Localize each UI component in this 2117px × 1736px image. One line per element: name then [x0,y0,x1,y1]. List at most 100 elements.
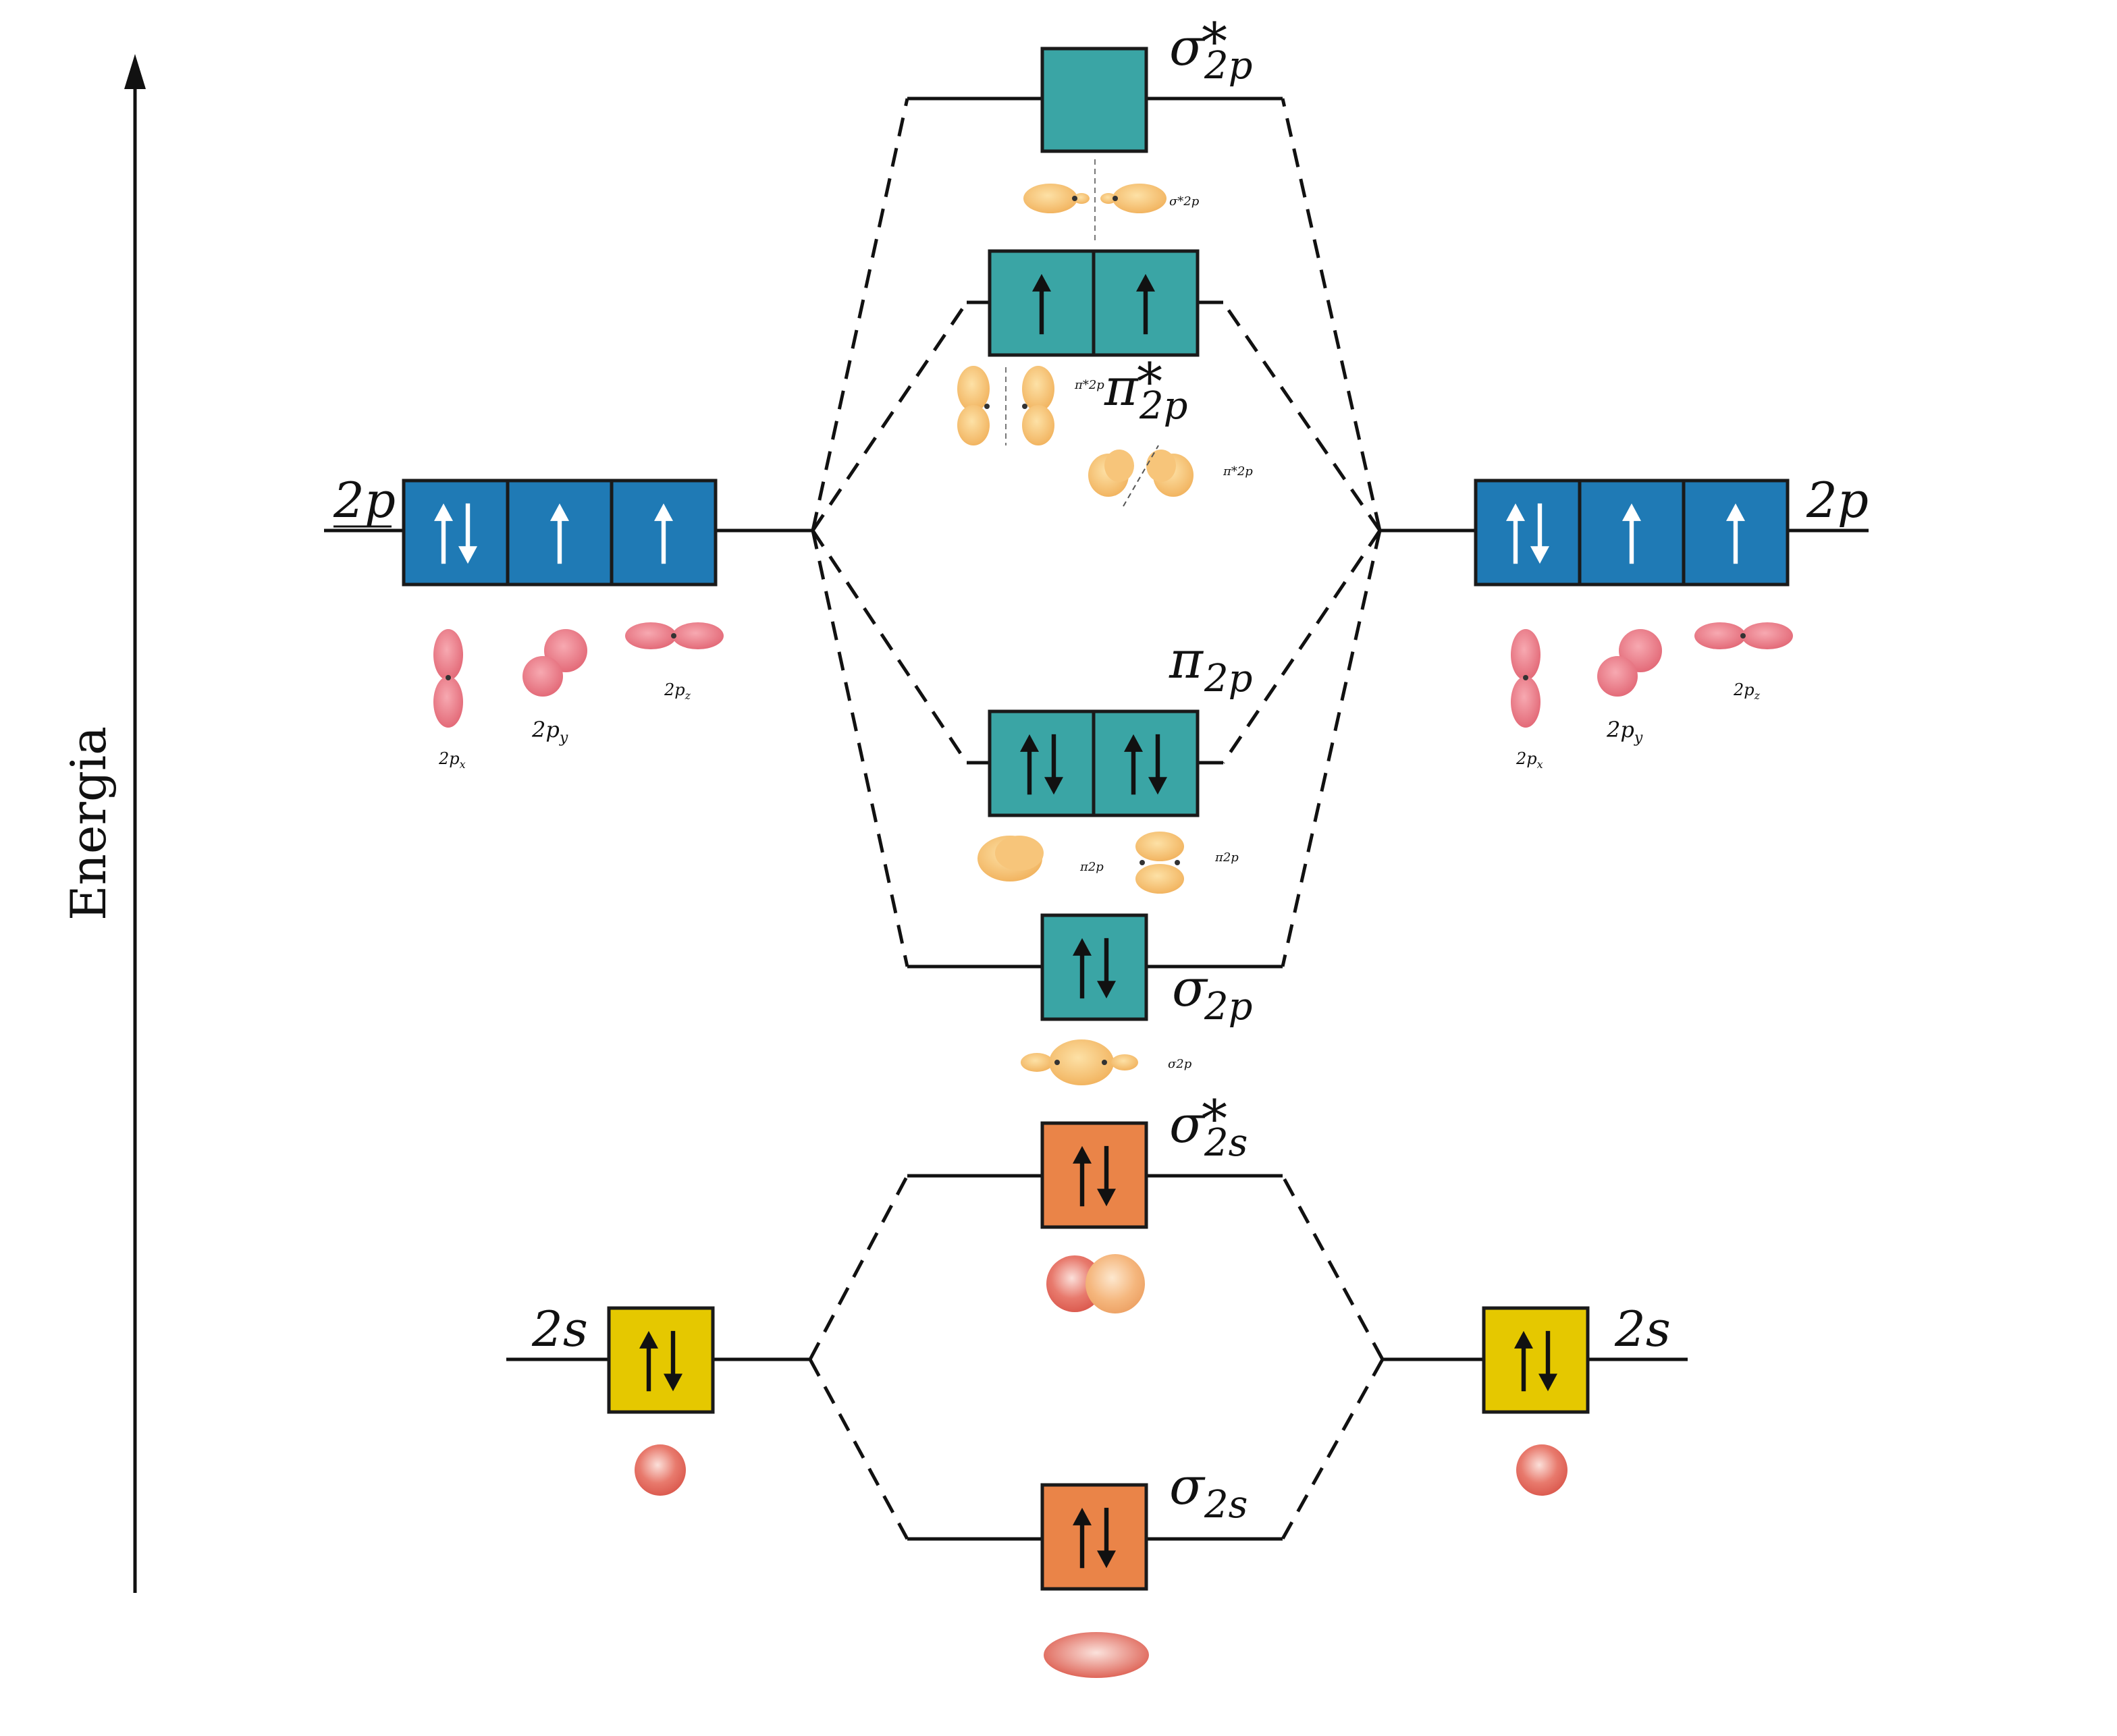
dash-right-2s-sigma-star [1281,1174,1385,1361]
label-pi2p-star: π 2p * [1104,352,1187,428]
pi2p-star-boxes-up-arrow-icon-0-head [1032,273,1051,292]
left-2s-box-down-arrow-icon-0-head [664,1374,682,1392]
sigma2s-box-box-0 [1040,1483,1148,1591]
svg-text:π: π [1104,357,1140,417]
pi2p-star-boxes-box-1 [1092,249,1200,357]
svg-text:2p: 2p [1204,657,1252,701]
left-2s-box-up-arrow-icon-0-head [639,1330,658,1349]
pi2p-boxes-down-arrow-icon-1-head [1148,777,1167,795]
label-pi2p: π 2p [1169,630,1252,701]
sigma2p-star-box-box-0 [1040,47,1148,153]
pi2p-boxes-down-arrow-icon-0-head [1044,777,1063,795]
energy-axis-arrow-icon [124,54,146,89]
sigma2s-star-shape-icon [1046,1254,1145,1313]
right-2p-boxes-up-arrow-icon-2-head [1726,503,1745,521]
label-sigma2s: σ 2s [1169,1456,1248,1527]
orbital-boxes [402,47,1790,1591]
left-2pz-label: 2pz [664,680,691,702]
right-2p-boxes-box-0 [1474,479,1582,587]
sigma2p-box-down-arrow-icon-0-head [1097,981,1116,999]
pi2p-star-shape-b-icon [1088,445,1194,507]
dash-right-2p-pi [1221,529,1382,764]
right-2p-boxes [1474,479,1790,587]
left-p-orbitals: 2px 2py 2pz [433,622,724,771]
pi2p-shape-a-icon [977,836,1044,881]
right-2p-label: 2p [1806,472,1869,528]
pi2p-boxes-up-arrow-icon-0-head [1020,734,1039,752]
pi2p-boxes [988,709,1200,817]
correlation-lines [808,98,1385,1540]
left-2px-label: 2px [438,749,466,771]
right-2px-label: 2px [1516,749,1543,771]
energy-axis-label: Energia [60,726,117,921]
pi2p-boxes-up-arrow-icon-1-head [1124,734,1143,752]
dash-left-2p-pi-star [811,301,969,532]
left-2p-boxes-down-arrow-icon-0-head [458,546,477,564]
left-2p-label: 2p [333,472,396,528]
pi2p-small-label-b: π2p [1214,850,1239,865]
sigma2p-box-up-arrow-icon-0-head [1073,938,1092,956]
left-2s-box-box-0 [607,1306,715,1414]
left-2s-box [607,1306,715,1414]
left-2s-sphere-icon [635,1444,686,1496]
dash-left-2s-sigma-star [808,1174,909,1361]
svg-text:*: * [1202,11,1227,72]
right-p-orbitals: 2px 2py 2pz [1511,622,1793,771]
right-2pz-label: 2pz [1733,680,1761,702]
sigma2s-star-box [1040,1121,1148,1229]
dash-left-2s-sigma [808,1358,909,1540]
right-2s-box [1482,1306,1590,1414]
svg-text:2p: 2p [1139,384,1187,428]
left-2s-label: 2s [531,1301,588,1357]
left-2py-orbital-icon [522,629,587,697]
sigma2s-box-down-arrow-icon-0-head [1097,1550,1116,1569]
label-sigma2s-star: σ 2s * [1169,1089,1248,1165]
svg-text:σ: σ [1172,958,1208,1018]
sigma2p-star-shape-icon [1023,159,1167,240]
left-2p-boxes-up-arrow-icon-1-head [550,503,569,521]
sigma2s-star-box-up-arrow-icon-0-head [1073,1145,1092,1164]
sigma2p-shape-icon [1021,1039,1138,1085]
sigma2s-star-box-box-0 [1040,1121,1148,1229]
right-2p-boxes-down-arrow-icon-0-head [1530,546,1549,564]
svg-text:σ: σ [1169,1094,1206,1154]
right-2pz-orbital-icon [1694,622,1793,649]
pi2p-star-small-label-b: π*2p [1223,464,1253,479]
svg-text:2s: 2s [1204,1121,1248,1165]
right-2px-orbital-icon [1511,629,1540,728]
dash-left-2p-pi [811,529,969,764]
sigma2p-box [1040,913,1148,1021]
pi2p-boxes-box-1 [1092,709,1200,817]
sigma2s-star-box-down-arrow-icon-0-head [1097,1189,1116,1207]
dash-right-2p-sigma-star [1281,98,1382,531]
right-2s-sphere-icon [1516,1444,1567,1496]
level-labels: 2p 2p 2s 2s σ 2p * π 2p * π 2p σ 2p σ 2s [333,11,1869,1527]
pi2p-star-shape-a-icon [957,366,1054,445]
left-2pz-orbital-icon [625,622,724,649]
label-sigma2p: σ 2p [1172,958,1252,1029]
sigma2p-box-box-0 [1040,913,1148,1021]
pi2p-star-small-label-a: π*2p [1074,378,1104,392]
pi2p-star-boxes-up-arrow-icon-1-head [1136,273,1155,292]
pi2p-shape-b-icon [1135,832,1184,894]
sigma2s-box [1040,1483,1148,1591]
energy-axis: Energia [60,54,146,1593]
sigma2p-small-label: σ2p [1168,1057,1192,1071]
right-2s-label: 2s [1614,1301,1671,1357]
sigma2s-shape-icon [1044,1632,1149,1678]
left-2p-boxes-box-0 [402,479,510,587]
svg-text:*: * [1202,1089,1227,1149]
pi2p-small-label-a: π2p [1079,860,1104,874]
sigma2s-box-up-arrow-icon-0-head [1073,1507,1092,1525]
svg-text:2p: 2p [1204,44,1252,88]
left-2py-label: 2py [531,717,568,747]
sigma2p-star-small-label: σ*2p [1169,194,1200,209]
svg-text:π: π [1169,630,1204,690]
svg-text:2s: 2s [1204,1483,1248,1527]
right-2p-boxes-up-arrow-icon-1-head [1622,503,1641,521]
dash-right-2p-sigma [1281,530,1382,967]
svg-text:2p: 2p [1204,985,1252,1029]
right-2s-box-box-0 [1482,1306,1590,1414]
